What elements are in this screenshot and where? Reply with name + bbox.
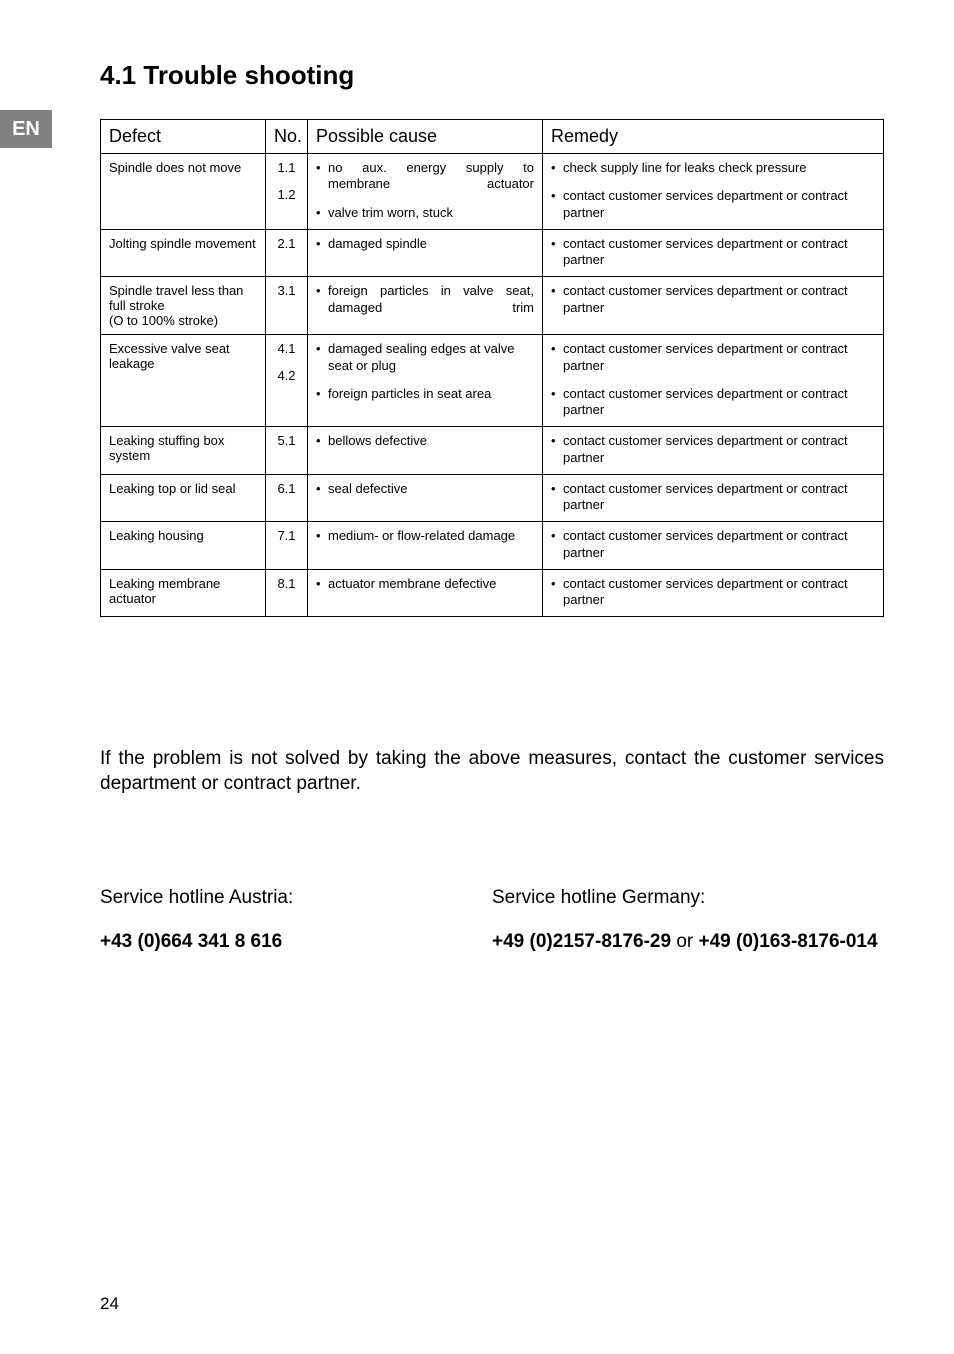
cause-cell: no aux. energy supply to membrane actuat… [308,154,543,230]
header-cause: Possible cause [308,120,543,154]
cause-cell: actuator membrane defective [308,569,543,617]
remedy-cell: contact customer services department or … [543,522,884,570]
section-title: 4.1 Trouble shooting [100,60,884,91]
header-remedy: Remedy [543,120,884,154]
table-body: Spindle does not move 1.1 1.2 no aux. energ… [101,154,884,617]
remedy-text: check supply line for leaks check pressu… [551,160,807,176]
remedy-cell: contact customer services department or … [543,569,884,617]
no-cell: 1.1 1.2 [266,154,308,230]
troubleshooting-table: Defect No. Possible cause Remedy Spindle… [100,119,884,617]
note-text: If the problem is not solved by taking t… [100,747,884,796]
remedy-cell: contact customer services department or … [543,277,884,335]
table-header-row: Defect No. Possible cause Remedy [101,120,884,154]
table-row: Spindle travel less than full stroke (O … [101,277,884,335]
hotline-germany-phone-b: +49 (0)163-8176-014 [699,931,878,952]
table-row: Leaking stuffing box system 5.1 bellows de… [101,427,884,475]
remedy-cell: contact customer services department or … [543,229,884,277]
remedy-text: contact customer services department or … [551,386,875,419]
remedy-text: contact customer services department or … [551,341,875,374]
no-cell: 5.1 [266,427,308,475]
remedy-text: contact customer services department or … [551,528,875,561]
remedy-text: contact customer services department or … [551,236,875,269]
cause-cell: damaged sealing edges at valve seat or p… [308,335,543,427]
remedy-cell: check supply line for leaks check pressu… [543,154,884,230]
no-cell: 3.1 [266,277,308,335]
hotline-austria: Service hotline Austria: +43 (0)664 341 … [100,887,492,953]
remedy-text: contact customer services department or … [551,188,875,221]
table-row: Jolting spindle movement 2.1 damaged spind… [101,229,884,277]
cause-cell: bellows defective [308,427,543,475]
defect-cell: Leaking housing [101,522,266,570]
cause-text: no aux. energy supply to membrane actuat… [316,160,534,193]
row-number: 7.1 [274,528,299,543]
hotline-germany: Service hotline Germany: +49 (0)2157-817… [492,887,884,953]
row-number: 5.1 [274,433,299,448]
cause-text: damaged spindle [316,236,427,252]
cause-text: foreign particles in valve seat, damaged… [316,283,534,316]
remedy-text: contact customer services department or … [551,283,875,316]
hotline-germany-phone-a: +49 (0)2157-8176-29 [492,931,671,952]
cause-cell: seal defective [308,474,543,522]
defect-cell: Leaking stuffing box system [101,427,266,475]
row-number: 3.1 [274,283,299,298]
defect-cell: Excessive valve seat leakage [101,335,266,427]
cause-cell: medium- or flow-related damage [308,522,543,570]
cause-text: medium- or flow-related damage [316,528,515,544]
hotlines: Service hotline Austria: +43 (0)664 341 … [100,887,884,953]
remedy-cell: contact customer services department or … [543,427,884,475]
no-cell: 8.1 [266,569,308,617]
remedy-text: contact customer services department or … [551,433,875,466]
no-cell: 4.1 4.2 [266,335,308,427]
cause-cell: damaged spindle [308,229,543,277]
defect-cell: Spindle travel less than full stroke (O … [101,277,266,335]
defect-cell: Spindle does not move [101,154,266,230]
hotline-germany-or: or [671,931,698,952]
table-row: Leaking housing 7.1 medium- or flow-relate… [101,522,884,570]
page-number: 24 [100,1294,119,1314]
remedy-cell: contact customer services department or … [543,474,884,522]
language-tab: EN [0,110,52,148]
hotline-austria-phone: +43 (0)664 341 8 616 [100,931,492,953]
cause-cell: foreign particles in valve seat, damaged… [308,277,543,335]
cause-text: actuator membrane defective [316,576,496,592]
no-cell: 2.1 [266,229,308,277]
no-cell: 6.1 [266,474,308,522]
row-number: 1.2 [274,187,299,202]
hotline-germany-label: Service hotline Germany: [492,887,884,909]
cause-text: seal defective [316,481,408,497]
table-row: Leaking top or lid seal 6.1 seal defective… [101,474,884,522]
hotline-austria-label: Service hotline Austria: [100,887,492,909]
row-number: 4.1 [274,341,299,356]
row-number: 1.1 [274,160,299,175]
cause-text: damaged sealing edges at valve seat or p… [316,341,534,374]
table-row: Excessive valve seat leakage 4.1 4.2 damage… [101,335,884,427]
cause-text: foreign particles in seat area [316,386,491,402]
header-no: No. [266,120,308,154]
defect-cell: Jolting spindle movement [101,229,266,277]
page: EN 4.1 Trouble shooting Defect No. Possi… [0,0,954,1354]
row-number: 4.2 [274,368,299,383]
remedy-cell: contact customer services department or … [543,335,884,427]
defect-cell: Leaking top or lid seal [101,474,266,522]
defect-cell: Leaking membrane actuator [101,569,266,617]
remedy-text: contact customer services department or … [551,576,875,609]
cause-text: bellows defective [316,433,427,449]
remedy-text: contact customer services department or … [551,481,875,514]
header-defect: Defect [101,120,266,154]
row-number: 2.1 [274,236,299,251]
no-cell: 7.1 [266,522,308,570]
cause-text: valve trim worn, stuck [316,205,453,221]
table-row: Spindle does not move 1.1 1.2 no aux. energ… [101,154,884,230]
row-number: 6.1 [274,481,299,496]
hotline-germany-phones: +49 (0)2157-8176-29 or +49 (0)163-8176-0… [492,931,884,953]
table-row: Leaking membrane actuator 8.1 actuator mem… [101,569,884,617]
content-area: 4.1 Trouble shooting Defect No. Possible… [100,60,884,953]
row-number: 8.1 [274,576,299,591]
